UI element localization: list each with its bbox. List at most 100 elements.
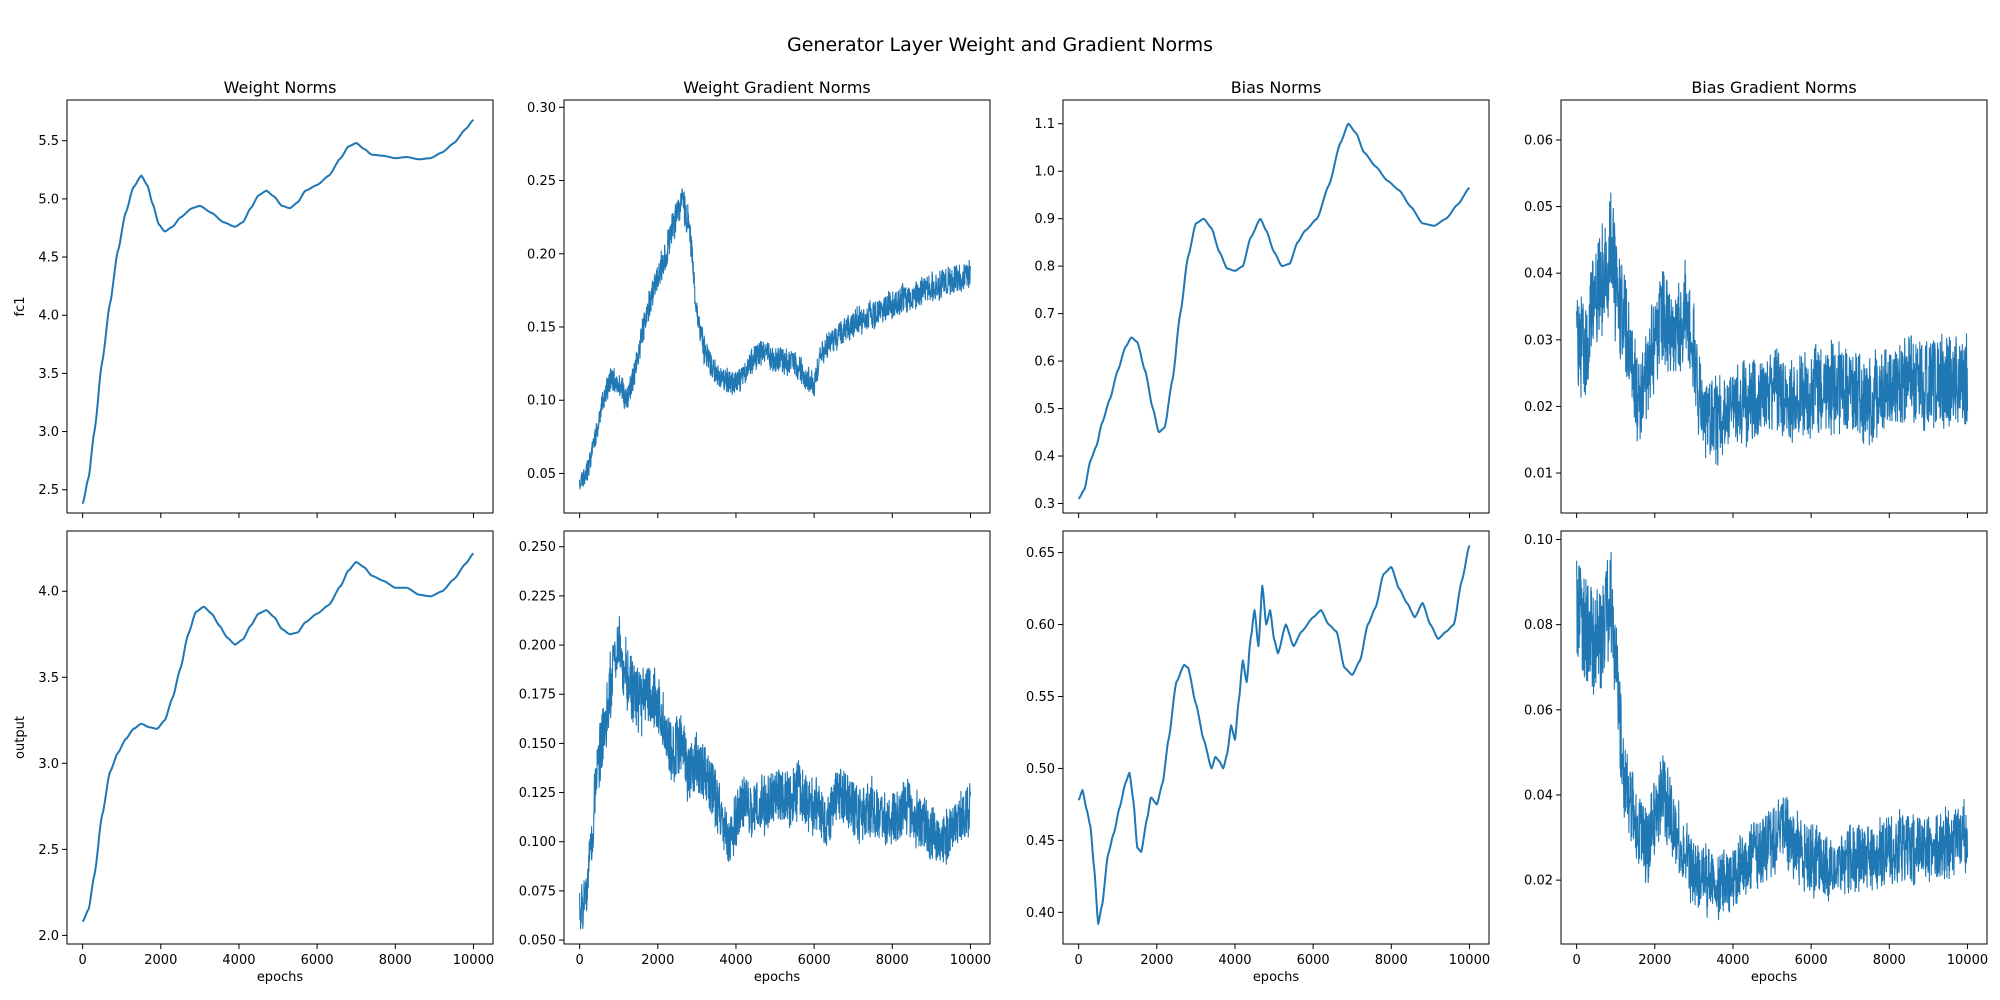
x-tick-label: 8000 xyxy=(876,953,909,968)
y-tick-label: 0.10 xyxy=(527,394,556,409)
x-tick-label: 0 xyxy=(1572,953,1580,968)
x-tick-label: 2000 xyxy=(641,953,674,968)
y-tick-label: 3.5 xyxy=(38,671,59,686)
y-tick-label: 0.05 xyxy=(527,467,556,482)
y-tick-label: 0.6 xyxy=(1034,355,1055,370)
subplot-fc1-3: 0.3 0.4 0.5 0.6 0.7 0.8 0.9 1.0 1.1 Bias Norms xyxy=(1034,78,1490,518)
x-tick-label: 0 xyxy=(78,953,86,968)
x-tick-label: 6000 xyxy=(1795,953,1828,968)
y-tick-label: 0.100 xyxy=(519,835,556,850)
y-tick-label: 4.0 xyxy=(38,585,59,600)
y-tick-label: 0.075 xyxy=(519,884,556,899)
y-tick-label: 0.03 xyxy=(1524,333,1553,348)
y-tick-label: 0.08 xyxy=(1524,618,1553,633)
subplot-fc1-2: 0.05 0.10 0.15 0.20 0.25 0.30 Weight Gradient … xyxy=(527,78,991,518)
series-line xyxy=(1077,545,1471,925)
y-tick-label: 3.0 xyxy=(38,757,59,772)
x-tick-label: 6000 xyxy=(1297,953,1330,968)
x-tick-label: 8000 xyxy=(1375,953,1408,968)
y-tick-label: 0.01 xyxy=(1524,467,1553,482)
y-tick-label: 0.20 xyxy=(527,247,556,262)
y-tick-label: 0.150 xyxy=(519,737,556,752)
x-tick-label: 6000 xyxy=(798,953,831,968)
subplot-title: Bias Gradient Norms xyxy=(1691,78,1856,97)
y-tick-label: 0.02 xyxy=(1524,874,1553,889)
y-tick-label: 0.8 xyxy=(1034,260,1055,275)
x-tick-label: 4000 xyxy=(1218,953,1251,968)
x-tick-label: 2000 xyxy=(1140,953,1173,968)
series-line xyxy=(1576,192,1969,466)
y-tick-label: 0.50 xyxy=(1026,762,1055,777)
series-line xyxy=(579,615,972,930)
y-tick-label: 0.225 xyxy=(519,589,556,604)
axes-frame xyxy=(1560,99,1988,514)
y-tick-label: 0.65 xyxy=(1026,546,1055,561)
y-tick-label: 3.5 xyxy=(38,367,59,382)
y-tick-label: 0.06 xyxy=(1524,133,1553,148)
y-tick-label: 0.30 xyxy=(527,101,556,116)
subplot-output-2: 0 2000 4000 6000 8000 10000 0.050 0.075 0.100 0.1… xyxy=(519,530,991,985)
y-tick-label: 3.0 xyxy=(38,425,59,440)
subplot-fc1-4: 0.01 0.02 0.03 0.04 0.05 0.06 Bias Gradient No… xyxy=(1524,78,1988,518)
x-tick-label: 8000 xyxy=(379,953,412,968)
x-axis-label: epochs xyxy=(754,970,801,985)
axes-frame xyxy=(66,530,494,945)
y-tick-label: 0.9 xyxy=(1034,212,1055,227)
x-axis-label: epochs xyxy=(1253,970,1300,985)
y-axis-label: output xyxy=(13,716,28,759)
x-tick-label: 6000 xyxy=(301,953,334,968)
y-tick-label: 2.5 xyxy=(38,843,59,858)
x-tick-label: 4000 xyxy=(719,953,752,968)
y-tick-label: 2.5 xyxy=(38,483,59,498)
axes-frame xyxy=(563,530,991,945)
y-tick-label: 0.5 xyxy=(1034,402,1055,417)
x-tick-label: 0 xyxy=(575,953,583,968)
x-tick-label: 4000 xyxy=(222,953,255,968)
x-tick-label: 10000 xyxy=(950,953,991,968)
y-tick-label: 0.250 xyxy=(519,540,556,555)
y-tick-label: 0.175 xyxy=(519,688,556,703)
series-line xyxy=(579,188,972,490)
x-tick-label: 2000 xyxy=(1638,953,1671,968)
axes-frame xyxy=(1560,530,1988,945)
y-tick-label: 4.0 xyxy=(38,309,59,324)
subplot-output-1: 0 2000 4000 6000 8000 10000 2.0 2.5 3.0 3.5 4.0 epo… xyxy=(13,530,494,985)
y-axis-label: fc1 xyxy=(13,297,28,317)
x-axis-label: epochs xyxy=(1751,970,1798,985)
subplot-title: Weight Norms xyxy=(224,78,337,97)
y-tick-label: 4.5 xyxy=(38,251,59,266)
y-tick-label: 1.0 xyxy=(1034,165,1055,180)
subplot-fc1-1: 2.5 3.0 3.5 4.0 4.5 5.0 5.5 Weight Norms fc1 xyxy=(13,78,494,518)
y-tick-label: 0.125 xyxy=(519,786,556,801)
y-tick-label: 0.25 xyxy=(527,174,556,189)
series-line xyxy=(81,552,475,923)
y-tick-label: 0.4 xyxy=(1034,450,1055,465)
y-tick-label: 0.7 xyxy=(1034,307,1055,322)
y-tick-label: 5.5 xyxy=(38,134,59,149)
y-tick-label: 0.40 xyxy=(1026,906,1055,921)
subplot-title: Bias Norms xyxy=(1231,78,1322,97)
series-line xyxy=(1576,552,1969,921)
figure-title: Generator Layer Weight and Gradient Norm… xyxy=(786,34,1213,56)
x-tick-label: 8000 xyxy=(1873,953,1906,968)
y-tick-label: 0.55 xyxy=(1026,690,1055,705)
x-tick-label: 2000 xyxy=(144,953,177,968)
x-tick-label: 10000 xyxy=(453,953,494,968)
y-tick-label: 0.45 xyxy=(1026,834,1055,849)
axes-frame xyxy=(66,99,494,514)
y-tick-label: 0.06 xyxy=(1524,703,1553,718)
y-tick-label: 0.3 xyxy=(1034,497,1055,512)
y-tick-label: 0.050 xyxy=(519,934,556,949)
y-tick-label: 0.02 xyxy=(1524,400,1553,415)
x-tick-label: 10000 xyxy=(1449,953,1490,968)
x-tick-label: 4000 xyxy=(1716,953,1749,968)
y-tick-label: 0.60 xyxy=(1026,618,1055,633)
subplot-title: Weight Gradient Norms xyxy=(683,78,871,97)
y-tick-label: 0.04 xyxy=(1524,788,1553,803)
x-tick-label: 10000 xyxy=(1947,953,1988,968)
y-tick-label: 5.0 xyxy=(38,192,59,207)
axes-frame xyxy=(563,99,991,514)
series-line xyxy=(81,119,475,505)
